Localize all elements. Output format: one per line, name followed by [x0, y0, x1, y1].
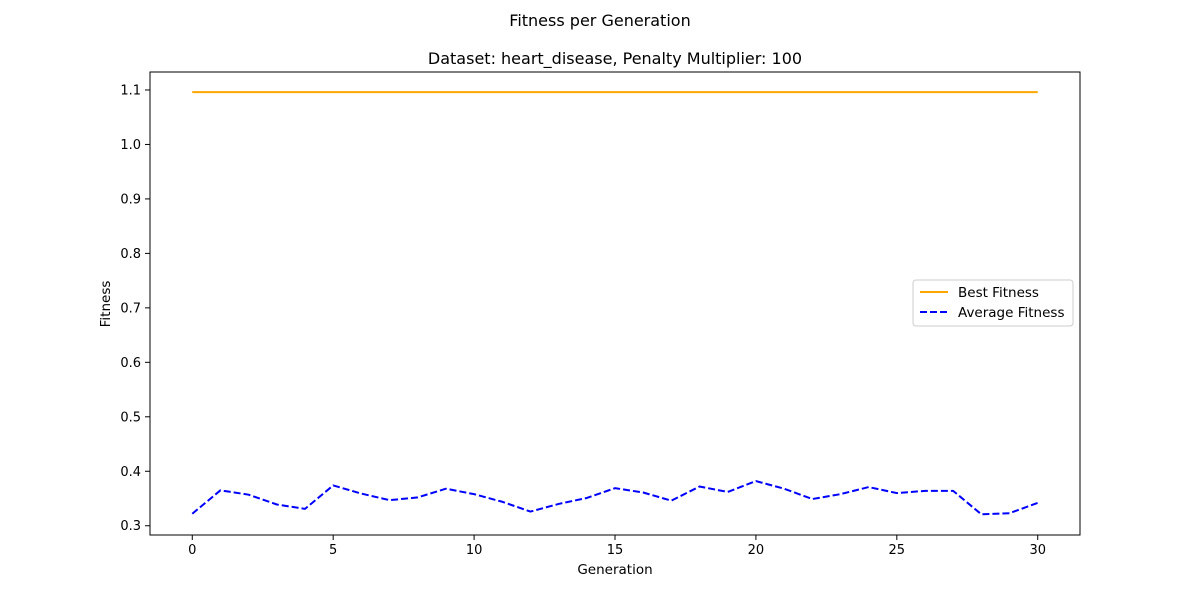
y-tick-label: 0.5 [120, 410, 141, 425]
y-tick-label: 0.7 [120, 301, 141, 316]
x-tick-label: 0 [188, 543, 196, 558]
x-tick-label: 15 [607, 543, 624, 558]
y-axis-label: Fitness [98, 281, 114, 328]
chart-title: Dataset: heart_disease, Penalty Multipli… [428, 49, 802, 69]
x-tick-label: 25 [889, 543, 906, 558]
legend-label-average-fitness: Average Fitness [958, 305, 1064, 321]
legend-label-best-fitness: Best Fitness [958, 285, 1039, 301]
chart-suptitle: Fitness per Generation [509, 11, 690, 30]
y-axis: 0.3 0.4 0.5 0.6 0.7 0.8 0.9 1.0 1.1 [120, 83, 150, 534]
x-tick-label: 5 [329, 543, 337, 558]
y-tick-label: 0.4 [120, 465, 141, 480]
y-tick-label: 1.0 [120, 138, 141, 153]
y-tick-label: 1.1 [120, 83, 141, 98]
legend: Best Fitness Average Fitness [912, 279, 1074, 327]
x-tick-label: 20 [748, 543, 765, 558]
x-tick-label: 30 [1029, 543, 1046, 558]
x-axis: 0 5 10 15 20 25 30 [188, 535, 1046, 558]
x-tick-label: 10 [466, 543, 483, 558]
x-axis-label: Generation [577, 562, 652, 578]
legend-box [912, 279, 1074, 327]
y-tick-label: 0.3 [120, 519, 141, 534]
series-line-average-fitness [191, 480, 1039, 516]
series-layer [191, 91, 1039, 516]
y-tick-label: 0.9 [120, 192, 141, 207]
y-tick-label: 0.8 [120, 247, 141, 262]
y-tick-label: 0.6 [120, 356, 141, 371]
